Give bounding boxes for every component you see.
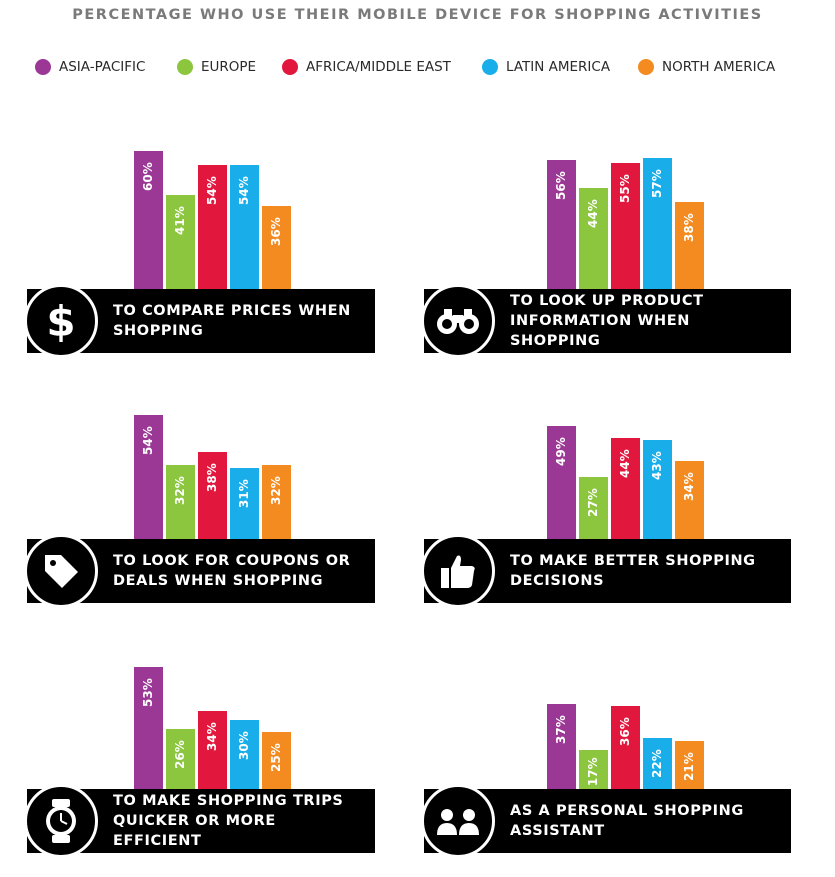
chart-title: PERCENTAGE WHO USE THEIR MOBILE DEVICE F… (72, 7, 763, 23)
caption-text: TO MAKE SHOPPING TRIPS QUICKER OR MORE E… (113, 793, 344, 849)
legend-label: NORTH AMERICA (662, 59, 776, 75)
legend-swatch (482, 59, 498, 75)
bar-value-label: 54% (141, 426, 155, 456)
bar: 38% (198, 451, 227, 539)
bar-value-label: 43% (650, 451, 664, 481)
caption-panel: $ TO COMPARE PRICES WHEN SHOPPING (24, 284, 375, 358)
bar-value-label: 38% (682, 213, 696, 242)
bar: 37% (547, 703, 576, 789)
legend-label: AFRICA/MIDDLE EAST (306, 59, 451, 75)
bar-value-label: 21% (682, 752, 696, 782)
legend-item: ASIA-PACIFIC (35, 59, 145, 75)
bar: 32% (166, 465, 195, 539)
bar-value-label: 38% (205, 463, 219, 492)
bar-value-label: 49% (554, 437, 568, 467)
legend-swatch (35, 59, 51, 75)
bar-value-label: 60% (141, 162, 155, 192)
bar: 36% (611, 706, 640, 789)
bar: 54% (230, 164, 259, 289)
caption-panel: TO MAKE SHOPPING TRIPS QUICKER OR MORE E… (24, 784, 375, 858)
bar: 49% (547, 426, 576, 539)
bar-value-label: 31% (237, 479, 251, 509)
bar: 57% (643, 157, 672, 289)
legend-label: LATIN AMERICA (506, 59, 611, 75)
bar-value-label: 54% (237, 176, 251, 206)
bar: 43% (643, 440, 672, 539)
bar: 21% (675, 740, 704, 789)
bar-value-label: 54% (205, 176, 219, 206)
legend-item: NORTH AMERICA (638, 59, 775, 75)
bar-value-label: 57% (650, 169, 664, 199)
bar: 27% (579, 476, 608, 539)
thumbs-up-icon (421, 534, 495, 608)
bar: 22% (643, 738, 672, 789)
people-icon (421, 784, 495, 858)
bar-value-label: 36% (618, 717, 632, 747)
bar: 31% (230, 467, 259, 539)
bar-value-label: 34% (682, 472, 696, 502)
legend-label: EUROPE (201, 59, 257, 75)
bar: 54% (134, 414, 163, 539)
bar: 30% (230, 720, 259, 789)
legend: ASIA-PACIFIC EUROPE AFRICA/MIDDLE EAST LATI… (0, 59, 835, 83)
bar-value-label: 44% (586, 199, 600, 229)
bar: 56% (547, 160, 576, 289)
bar: 54% (198, 164, 227, 289)
caption-text: AS A PERSONAL SHOPPING ASSISTANT (510, 803, 744, 839)
caption-text: TO MAKE BETTER SHOPPING DECISIONS (510, 553, 756, 589)
bar: 53% (134, 667, 163, 789)
bar-value-label: 32% (269, 477, 283, 506)
legend-swatch (177, 59, 193, 75)
caption-text: TO LOOK UP PRODUCT INFORMATION WHEN SHOP… (510, 293, 704, 349)
bar: 34% (675, 460, 704, 539)
bar-value-label: 36% (269, 217, 283, 247)
dollar-icon: $ (24, 284, 98, 358)
bar: 55% (611, 162, 640, 289)
bar-value-label: 27% (586, 488, 600, 518)
bar: 25% (262, 731, 291, 789)
bar-value-label: 17% (586, 757, 600, 786)
watch-icon (24, 784, 98, 858)
bar: 44% (611, 437, 640, 539)
bar: 26% (166, 729, 195, 789)
price-tag-icon (24, 534, 98, 608)
bar-value-label: 53% (141, 678, 155, 708)
bar: 44% (579, 187, 608, 289)
caption-panel: TO MAKE BETTER SHOPPING DECISIONS (421, 534, 791, 608)
caption-text: TO COMPARE PRICES WHEN SHOPPING (113, 303, 351, 339)
legend-item: AFRICA/MIDDLE EAST (282, 59, 451, 75)
bar-value-label: 44% (618, 449, 632, 479)
bar-value-label: 26% (173, 740, 187, 770)
legend-label: ASIA-PACIFIC (59, 59, 146, 75)
bar-value-label: 34% (205, 722, 219, 752)
binoculars-icon (421, 284, 495, 358)
bar: 38% (675, 201, 704, 289)
caption-panel: TO LOOK UP PRODUCT INFORMATION WHEN SHOP… (421, 284, 791, 358)
svg-text:$: $ (46, 299, 75, 343)
legend-item: LATIN AMERICA (482, 59, 610, 75)
bar-value-label: 56% (554, 171, 568, 201)
bar: 60% (134, 151, 163, 289)
bar-value-label: 37% (554, 715, 568, 745)
bar: 41% (166, 194, 195, 289)
bar-value-label: 25% (269, 743, 283, 772)
bar: 36% (262, 206, 291, 289)
caption-panel: AS A PERSONAL SHOPPING ASSISTANT (421, 784, 791, 858)
bar-value-label: 22% (650, 750, 664, 779)
legend-swatch (282, 59, 298, 75)
bar: 17% (579, 749, 608, 789)
bar-value-label: 32% (173, 477, 187, 506)
caption-panel: TO LOOK FOR COUPONS OR DEALS WHEN SHOPPI… (24, 534, 375, 608)
bar: 32% (262, 465, 291, 539)
legend-swatch (638, 59, 654, 75)
bar-value-label: 30% (237, 731, 251, 761)
bar-value-label: 55% (618, 174, 632, 203)
caption-text: TO LOOK FOR COUPONS OR DEALS WHEN SHOPPI… (113, 553, 351, 589)
bar: 34% (198, 710, 227, 789)
bar-value-label: 41% (173, 206, 187, 236)
legend-item: EUROPE (177, 59, 256, 75)
